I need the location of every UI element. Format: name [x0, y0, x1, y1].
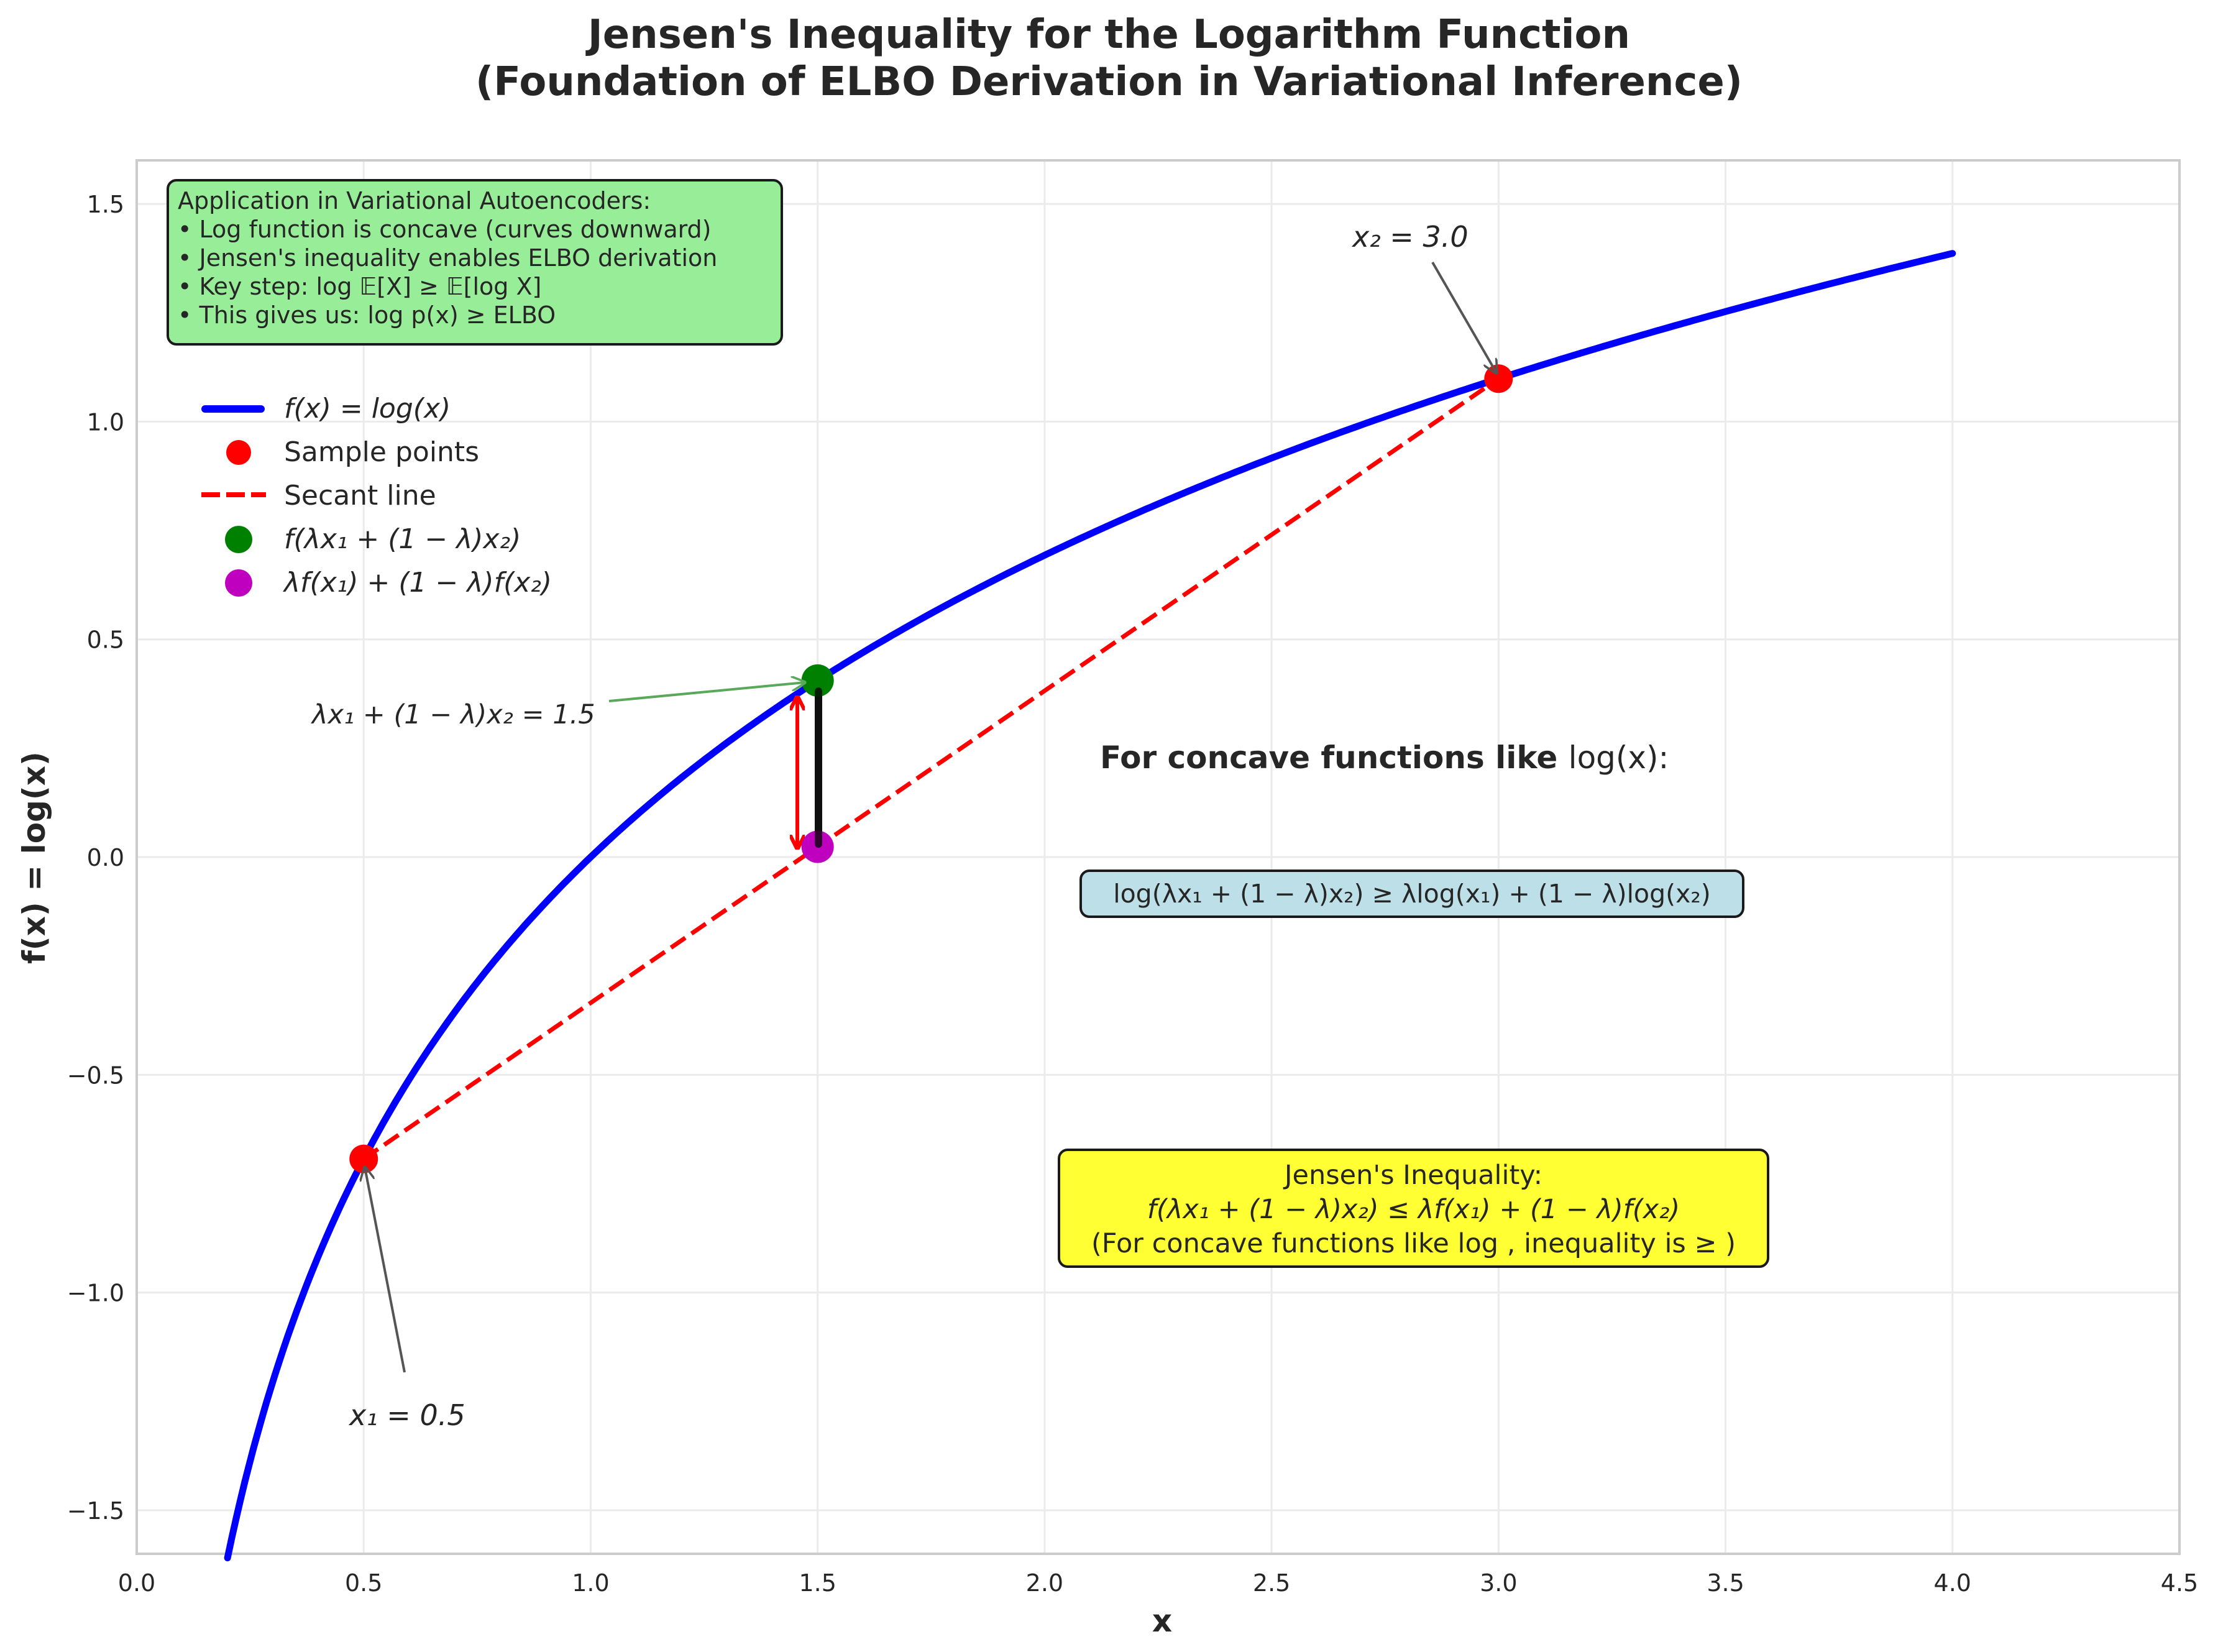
sample-point-x1 — [349, 1144, 378, 1173]
x1-annotation: x₁ = 0.5 — [349, 1398, 465, 1432]
chart-title-line2: (Foundation of ELBO Derivation in Variat… — [475, 59, 1743, 105]
x-tick-label: 0.5 — [345, 1569, 382, 1597]
y-tick-label: 0.0 — [87, 844, 124, 871]
concave-heading-text: For concave functions like — [1100, 740, 1569, 776]
x-tick-label: 1.5 — [799, 1569, 836, 1597]
y-axis-label: f(x) = log(x) — [16, 751, 52, 964]
jensen-box-formula: f(λx₁ + (1 − λ)x₂) ≤ λf(x₁) + (1 − λ)f(x… — [1147, 1194, 1680, 1225]
y-tick-label: 1.5 — [87, 191, 124, 218]
chart-title-line1: Jensen's Inequality for the Logarithm Fu… — [587, 12, 1631, 58]
x-tick-label: 3.5 — [1707, 1569, 1744, 1597]
x1-annotation-arrow — [365, 1167, 406, 1373]
vae-box-heading: Application in Variational Autoencoders: — [178, 187, 651, 214]
x2-annotation-arrow — [1431, 261, 1496, 373]
jensen-box-title: Jensen's Inequality: — [1284, 1160, 1543, 1191]
y-tick-label: −0.5 — [67, 1062, 124, 1089]
legend-item-curve: f(x) = log(x) — [186, 390, 621, 428]
legend-purple-dot-icon — [225, 569, 252, 597]
concave-heading: For concave functions like log(x): — [1100, 740, 1669, 776]
concave-formula-box: log(λx₁ + (1 − λ)x₂) ≥ λlog(x₁) + (1 − λ… — [1079, 870, 1744, 918]
chart-title: Jensen's Inequality for the Logarithm Fu… — [0, 11, 2218, 106]
y-tick-label: 1.0 — [87, 408, 124, 436]
legend-item-mix-point: f(λx₁ + (1 − λ)x₂) — [186, 521, 621, 558]
mix-point — [801, 664, 834, 697]
plot-frame — [135, 159, 2181, 1555]
log-curve — [224, 250, 1956, 1562]
concave-heading-math: log(x): — [1568, 740, 1669, 776]
y-tick-label: −1.5 — [67, 1497, 124, 1525]
y-tick-label: −1.0 — [67, 1280, 124, 1307]
legend-line-icon — [201, 405, 265, 413]
vae-box-bullet-4: • This gives us: log p(x) ≥ ELBO — [178, 301, 556, 329]
vae-box-bullet-2: • Jensen's inequality enables ELBO deriv… — [178, 244, 718, 272]
x-axis-label: x — [1152, 1603, 1172, 1639]
legend-red-dot-icon — [226, 440, 251, 465]
tick-labels: 0.0 0.5 1.0 1.5 2.0 2.5 3.0 3.5 4.0 4.5 1.5 1.0 0.5 0… — [67, 191, 2199, 1597]
grid — [135, 160, 2181, 1554]
x-tick-label: 1.0 — [572, 1569, 609, 1597]
x-tick-label: 3.0 — [1480, 1569, 1517, 1597]
legend-item-secant-point: λf(x₁) + (1 − λ)f(x₂) — [186, 564, 621, 602]
mix-annotation-arrow — [608, 682, 805, 702]
x-tick-label: 2.0 — [1026, 1569, 1063, 1597]
concave-formula-text: log(λx₁ + (1 − λ)x₂) ≥ λlog(x₁) + (1 − λ… — [1113, 879, 1711, 909]
x-tick-label: 4.0 — [1934, 1569, 1971, 1597]
x2-annotation: x₂ = 3.0 — [1352, 220, 1469, 254]
x-tick-label: 0.0 — [118, 1569, 155, 1597]
sample-point-x2 — [1484, 364, 1513, 393]
vae-application-box: Application in Variational Autoencoders:… — [167, 179, 783, 346]
jensen-box-note: (For concave functions like log , inequa… — [1091, 1228, 1736, 1259]
legend-item-secant: Secant line — [186, 477, 621, 515]
vae-box-bullet-1: • Log function is concave (curves downwa… — [178, 216, 712, 243]
y-tick-label: 0.5 — [87, 626, 124, 654]
jensen-inequality-box: Jensen's Inequality: f(λx₁ + (1 − λ)x₂) … — [1058, 1149, 1769, 1268]
mix-annotation: λx₁ + (1 − λ)x₂ = 1.5 — [312, 699, 595, 730]
legend-item-sample-points: Sample points — [186, 434, 621, 471]
legend-green-dot-icon — [225, 526, 252, 553]
vae-box-bullet-3: • Key step: log 𝔼[X] ≥ 𝔼[log X] — [178, 273, 542, 300]
x-tick-label: 4.5 — [2161, 1569, 2198, 1597]
legend-dashed-line-icon — [201, 492, 266, 497]
secant-line — [362, 377, 1500, 1161]
x-tick-label: 2.5 — [1253, 1569, 1290, 1597]
